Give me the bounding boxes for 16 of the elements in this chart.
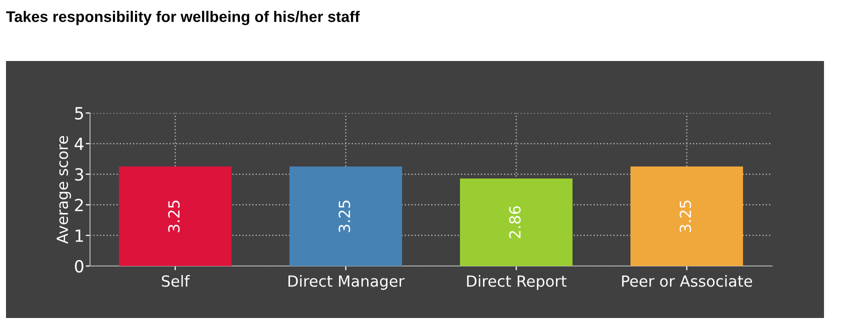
- y-tick-label: 2: [75, 198, 83, 212]
- x-tick-label: Direct Report: [467, 275, 566, 290]
- data-label: 2.86: [509, 206, 521, 238]
- y-tick-label: 5: [75, 107, 83, 120]
- data-label: 3.25: [680, 200, 692, 232]
- x-tick-label: Direct Manager: [288, 275, 405, 290]
- y-tick-label: 4: [74, 138, 84, 150]
- x-tick-label: Self: [162, 275, 190, 287]
- y-tick-label: 1: [76, 230, 83, 242]
- data-label: 3.25: [168, 200, 180, 232]
- chart-title: Takes responsibility for wellbeing of his/her staff: [6, 10, 360, 26]
- x-tick-label: Peer or Associate: [622, 275, 752, 287]
- y-tick-label: 0: [74, 260, 84, 273]
- data-label: 3.25: [338, 200, 350, 232]
- y-tick-label: 3: [75, 168, 84, 181]
- y-axis-title: Average score: [56, 136, 72, 244]
